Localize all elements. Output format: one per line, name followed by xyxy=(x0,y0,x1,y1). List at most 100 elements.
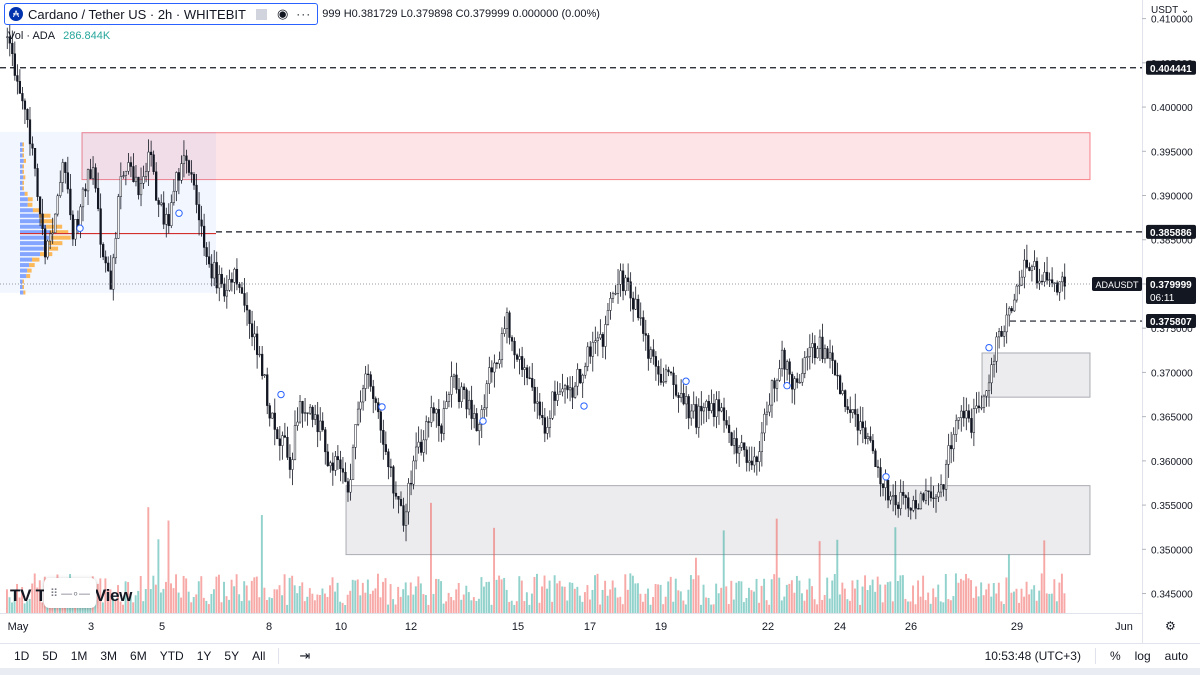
candle-body xyxy=(1058,281,1061,293)
candle-body xyxy=(743,442,746,451)
range-1m[interactable]: 1M xyxy=(70,649,88,663)
candle-body xyxy=(238,284,241,288)
clock-time[interactable]: 10:53:48 (UTC+3) xyxy=(984,649,1081,663)
range-5y[interactable]: 5Y xyxy=(224,649,240,663)
candle-body xyxy=(720,407,723,412)
log-toggle[interactable]: log xyxy=(1134,649,1151,663)
range-5d[interactable]: 5D xyxy=(42,649,58,663)
candle-body xyxy=(104,256,107,264)
candle-body xyxy=(490,367,493,373)
candle-body xyxy=(409,482,413,485)
range-3m[interactable]: 3M xyxy=(100,649,118,663)
volume-bar xyxy=(533,577,536,613)
symbol-color-square-icon[interactable] xyxy=(255,8,267,20)
candle-body xyxy=(460,386,463,402)
symbol-selector[interactable]: ₳ Cardano / Tether US · 2h · WHITEBIT ◉ … xyxy=(4,3,319,25)
y-tick-label: 0.390000 xyxy=(1151,192,1193,203)
volume-bar xyxy=(225,596,228,613)
currency-selector[interactable]: USDT ⌄ xyxy=(1151,5,1190,16)
volume-bar xyxy=(960,578,962,613)
candle-body xyxy=(869,436,872,441)
volume-bar xyxy=(260,515,263,613)
candle-body xyxy=(445,401,448,409)
candle-body xyxy=(1030,266,1034,271)
range-6m[interactable]: 6M xyxy=(130,649,147,663)
candle-body xyxy=(8,36,11,44)
candle-body xyxy=(1010,308,1013,312)
y-tick-label: 0.400000 xyxy=(1151,103,1193,114)
volume-bar xyxy=(281,595,284,613)
volume-bar xyxy=(707,597,710,613)
candle-body xyxy=(374,398,377,403)
range-all[interactable]: All xyxy=(252,649,266,663)
volume-bar xyxy=(667,581,670,613)
range-buttons: 1D 5D 1M 3M 6M YTD 1Y 5Y All xyxy=(14,649,278,663)
candle-body xyxy=(897,504,900,509)
eye-icon[interactable]: ◉ xyxy=(276,6,289,21)
candle-body xyxy=(258,353,261,356)
candle-body xyxy=(851,409,854,413)
range-1d[interactable]: 1D xyxy=(14,649,30,663)
drag-handle-popup[interactable]: ⠿ —∘— xyxy=(44,578,96,608)
volume-bar xyxy=(904,598,907,613)
volume-profile-bar-up xyxy=(20,147,23,152)
price-badge-value: 0.379999 xyxy=(1150,280,1192,291)
volume-bar xyxy=(970,580,973,613)
volume-bar xyxy=(291,575,294,613)
volume-bar xyxy=(982,595,985,613)
candle-body xyxy=(836,374,839,377)
candle-body xyxy=(137,176,140,196)
volume-bar xyxy=(303,601,306,613)
candle-body xyxy=(397,496,400,500)
candle-body xyxy=(710,403,713,411)
volume-bar xyxy=(240,601,243,613)
candle-body xyxy=(626,277,630,282)
event-marker xyxy=(76,224,84,232)
volume-bar xyxy=(972,597,975,613)
goto-date-icon[interactable]: ⇥ xyxy=(299,648,311,663)
volume-bar xyxy=(715,583,718,613)
volume-value: 286.844K xyxy=(63,30,111,42)
candle-body xyxy=(977,405,981,409)
candle-body xyxy=(987,382,991,392)
more-dots-icon[interactable]: ··· xyxy=(296,7,312,21)
volume-bar xyxy=(205,600,208,613)
range-1y[interactable]: 1Y xyxy=(196,649,212,663)
candle-body xyxy=(1038,280,1041,284)
settings-gear-icon[interactable]: ⚙ xyxy=(1165,619,1176,633)
candle-body xyxy=(551,391,554,419)
volume-bar xyxy=(881,602,884,613)
volume-bar xyxy=(1030,589,1033,613)
volume-bar xyxy=(399,596,402,613)
candle-body xyxy=(329,462,332,467)
auto-toggle[interactable]: auto xyxy=(1164,649,1188,663)
volume-bar xyxy=(657,584,660,613)
candle-body xyxy=(185,155,188,161)
volume-bar xyxy=(402,589,405,613)
candle-body xyxy=(581,374,584,384)
volume-bar xyxy=(528,604,531,613)
x-tick-label: May xyxy=(8,621,29,633)
volume-bar xyxy=(359,595,362,613)
volume-bar xyxy=(109,589,112,613)
volume-bar xyxy=(510,600,513,613)
volume-bar xyxy=(939,601,942,613)
candle-body xyxy=(197,204,201,221)
percent-toggle[interactable]: % xyxy=(1109,649,1121,663)
candle-body xyxy=(556,394,559,401)
range-ytd[interactable]: YTD xyxy=(159,649,184,663)
candle-body xyxy=(276,429,279,440)
candle-body xyxy=(308,406,312,414)
candle-body xyxy=(341,468,345,473)
candle-body xyxy=(793,378,796,390)
volume-bar xyxy=(1043,540,1046,613)
volume-profile-bar-up xyxy=(20,224,47,229)
candle-body xyxy=(773,380,776,389)
candle-body xyxy=(659,373,663,383)
volume-bar xyxy=(861,586,864,613)
volume-bar xyxy=(306,596,309,613)
volume-bar xyxy=(286,604,289,613)
volume-bar xyxy=(836,539,839,613)
candle-body xyxy=(112,257,115,290)
